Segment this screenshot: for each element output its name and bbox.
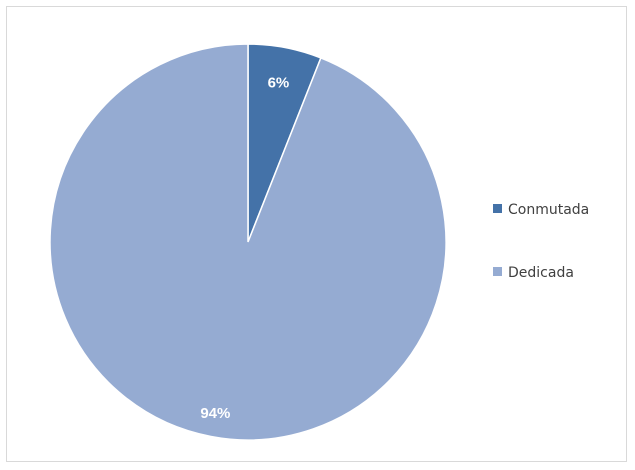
legend-label-dedicada: Dedicada	[508, 265, 574, 281]
legend-label-conmutada: Conmutada	[508, 202, 589, 218]
pie-slice-dedicada	[49, 43, 447, 441]
legend-swatch-dedicada	[493, 267, 502, 276]
legend-swatch-conmutada	[493, 204, 502, 213]
data-label-dedicada: 94%	[200, 405, 230, 422]
pie-data-labels: 6% 94%	[200, 75, 289, 423]
legend: Conmutada Dedicada	[493, 202, 589, 281]
pie-slices	[49, 43, 447, 441]
data-label-conmutada: 6%	[268, 75, 290, 92]
